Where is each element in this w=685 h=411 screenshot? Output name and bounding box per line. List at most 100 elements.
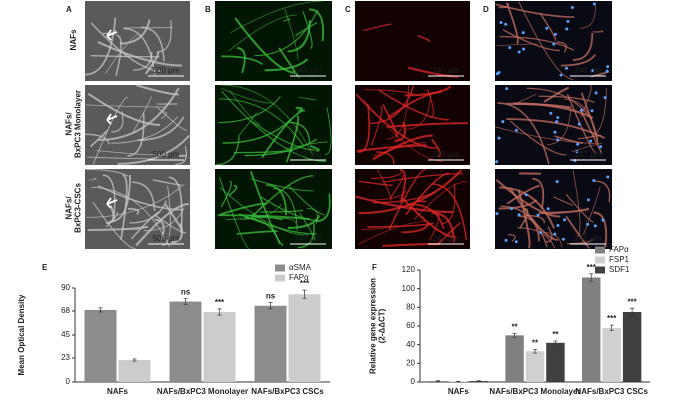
y-tick-label: 68 xyxy=(61,306,70,315)
bar xyxy=(526,351,544,382)
nucleus xyxy=(606,176,609,179)
nucleus xyxy=(500,21,503,24)
x-tick-label: NAFs xyxy=(107,387,128,396)
significance-label: ns xyxy=(181,288,191,297)
significance-label: ** xyxy=(511,323,518,332)
legend-swatch xyxy=(275,275,285,282)
nucleus xyxy=(556,180,559,183)
nucleus xyxy=(589,140,592,143)
error-bar xyxy=(133,359,137,361)
nucleus xyxy=(555,120,558,123)
nucleus xyxy=(565,67,568,70)
nucleus xyxy=(590,109,593,112)
bar xyxy=(602,328,620,382)
panel-letter: B xyxy=(205,5,211,14)
bar xyxy=(119,360,151,382)
x-tick-label: NAFs xyxy=(448,387,469,396)
nucleus xyxy=(504,23,507,26)
row-label-line: NAFs xyxy=(69,29,78,50)
nucleus xyxy=(554,131,557,134)
legend-label: FAPα xyxy=(289,273,309,282)
nucleus xyxy=(576,143,579,146)
y-tick-label: 100 xyxy=(402,284,416,293)
scale-bar-label: 247 μm xyxy=(433,234,460,243)
nucleus xyxy=(560,74,563,77)
nucleus xyxy=(556,116,559,119)
bar xyxy=(204,312,236,382)
y-tick-label: 0 xyxy=(411,377,416,386)
nucleus xyxy=(505,239,508,242)
panel-letter: E xyxy=(42,263,48,272)
scale-bar-label: 247 μm xyxy=(295,234,322,243)
legend-swatch xyxy=(595,257,605,264)
nucleus xyxy=(547,207,550,210)
scale-bar-label: 500 μm xyxy=(153,234,180,243)
nucleus xyxy=(571,6,574,9)
nucleus xyxy=(522,48,525,51)
bar xyxy=(623,312,641,382)
nucleus xyxy=(495,160,498,163)
bar xyxy=(170,302,202,382)
x-tick-label: NAFs/BxPC3 CSCs xyxy=(251,387,324,396)
row-label-line: NAFs/ xyxy=(65,112,74,136)
y-tick-label: 45 xyxy=(61,330,70,339)
y-axis-label: Mean Optical Density xyxy=(17,294,26,375)
y-tick-label: 20 xyxy=(406,358,415,367)
significance-label: ** xyxy=(552,330,559,339)
scale-bar-label: 247 μm xyxy=(295,150,322,159)
nucleus xyxy=(505,87,508,90)
nucleus xyxy=(508,46,511,49)
scale-bar-label: 247 μm xyxy=(433,150,460,159)
legend-label: FAPα xyxy=(609,245,629,254)
bar xyxy=(255,306,287,382)
nucleus xyxy=(518,213,521,216)
nucleus xyxy=(495,212,498,215)
nucleus xyxy=(606,70,609,73)
nucleus xyxy=(501,120,504,123)
nucleus xyxy=(592,179,595,182)
nucleus xyxy=(553,233,556,236)
panel-letter: C xyxy=(345,5,351,14)
scale-bar-label: 247 μm xyxy=(295,66,322,75)
nucleus xyxy=(522,31,525,34)
significance-label: *** xyxy=(215,298,225,307)
x-tick-label: NAFs/BxPC3 Monolayer xyxy=(489,387,580,396)
nucleus xyxy=(545,27,548,30)
legend-swatch xyxy=(595,247,605,254)
y-tick-label: 80 xyxy=(406,302,415,311)
scale-bar-label: 247 μm xyxy=(575,150,602,159)
row-label-line: NAFs/ xyxy=(65,196,74,220)
nucleus xyxy=(606,65,609,68)
legend-swatch xyxy=(595,267,605,274)
nucleus xyxy=(525,193,528,196)
nucleus xyxy=(556,224,559,227)
row-label: NAFs/BxPC3-CSCs xyxy=(65,183,83,233)
nucleus xyxy=(497,71,500,74)
nucleus xyxy=(594,224,597,227)
significance-label: ns xyxy=(266,292,276,301)
x-tick-label: NAFs/BxPC3 Monolayer xyxy=(157,387,248,396)
nucleus xyxy=(515,129,518,132)
row-label-line: BxPC3 Monolayer xyxy=(74,90,83,158)
panel-letter: F xyxy=(372,263,377,272)
nucleus xyxy=(563,218,566,221)
y-tick-label: 120 xyxy=(402,265,416,274)
panel-letter: D xyxy=(483,5,489,14)
panel-letter: A xyxy=(66,5,72,14)
row-label: NAFs/BxPC3 Monolayer xyxy=(65,90,83,158)
y-axis-label-line: Relative gene expression xyxy=(369,278,378,374)
nucleus xyxy=(556,138,559,141)
y-tick-label: 60 xyxy=(406,321,415,330)
y-tick-label: 23 xyxy=(61,353,70,362)
bar xyxy=(582,277,600,382)
error-bar xyxy=(477,381,481,382)
bar xyxy=(289,294,321,382)
y-tick-label: 90 xyxy=(61,283,70,292)
nucleus xyxy=(549,112,552,115)
nucleus xyxy=(593,2,596,5)
y-tick-label: 40 xyxy=(406,340,415,349)
y-axis-label-line: Mean Optical Density xyxy=(17,294,26,375)
row-label-line: BxPC3-CSCs xyxy=(74,183,83,233)
nucleus xyxy=(562,238,565,241)
